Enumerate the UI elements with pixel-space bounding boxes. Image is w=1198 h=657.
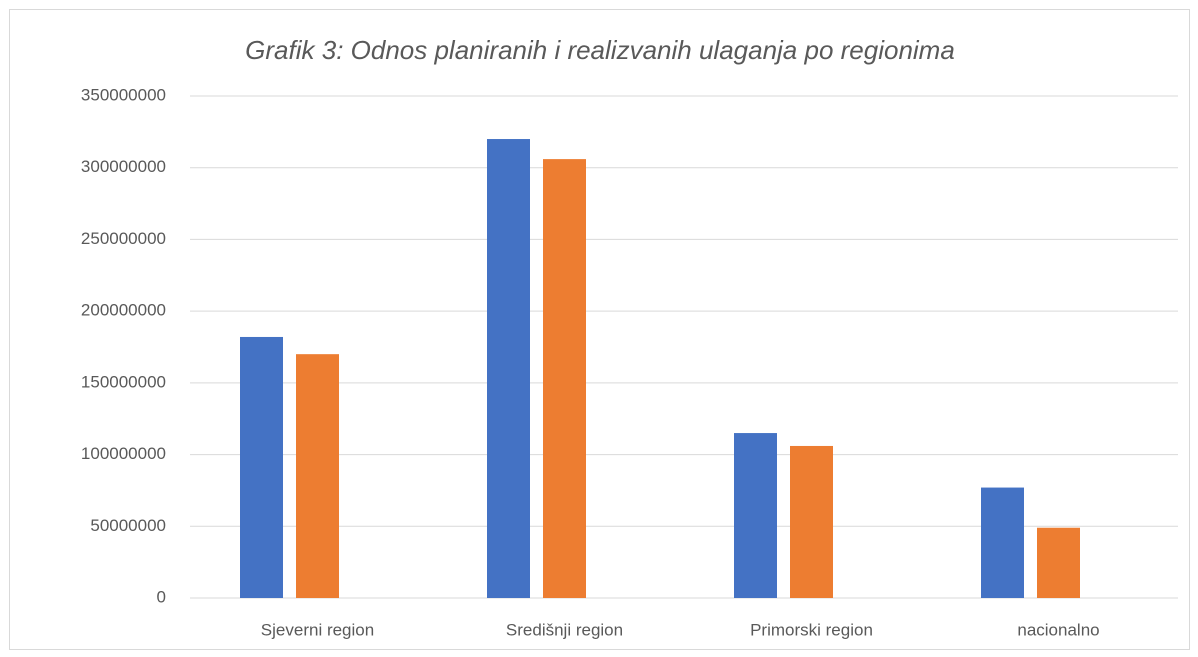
bar — [487, 139, 530, 598]
x-tick-label: Primorski region — [750, 620, 873, 639]
y-tick-label: 200000000 — [81, 301, 166, 320]
bar — [543, 159, 586, 598]
bar — [240, 336, 283, 598]
chart-title: Grafik 3: Odnos planiranih i realizvanih… — [245, 35, 955, 65]
bar — [981, 487, 1024, 598]
y-tick-label: 150000000 — [81, 372, 166, 391]
bar — [734, 433, 777, 598]
y-tick-label: 100000000 — [81, 444, 166, 463]
y-tick-label: 350000000 — [81, 85, 166, 104]
x-tick-label: Sjeverni region — [261, 620, 374, 639]
y-tick-label: 300000000 — [81, 157, 166, 176]
y-tick-label: 50000000 — [90, 516, 166, 535]
bar — [1037, 527, 1080, 598]
y-tick-label: 0 — [157, 587, 166, 606]
bar — [296, 354, 339, 598]
x-tick-label: Središnji region — [506, 620, 623, 639]
x-tick-label: nacionalno — [1017, 620, 1099, 639]
bar — [790, 445, 833, 598]
y-tick-label: 250000000 — [81, 229, 166, 248]
